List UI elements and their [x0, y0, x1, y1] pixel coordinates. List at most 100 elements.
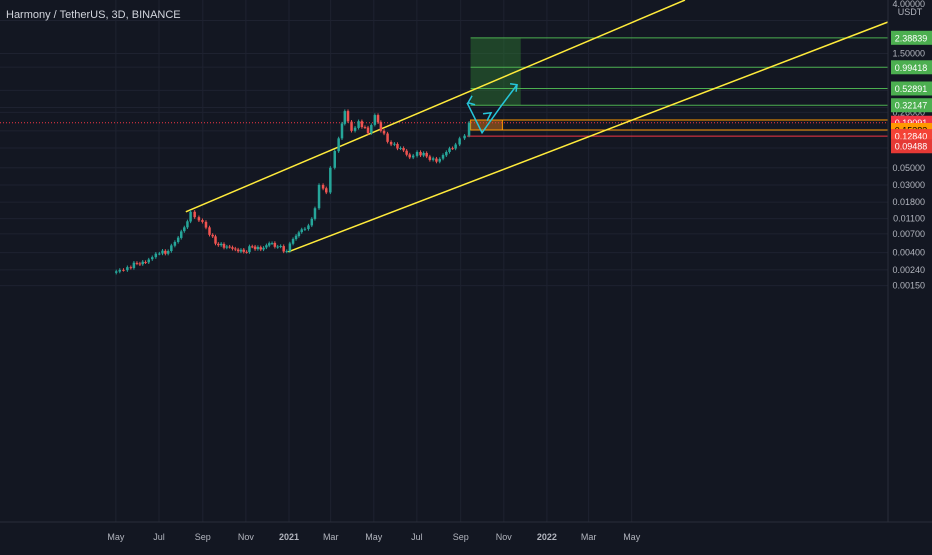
x-tick-label: Jul [411, 532, 423, 542]
candle-body [208, 227, 211, 235]
candle-body [448, 148, 451, 152]
x-tick-label: 2021 [279, 532, 299, 542]
candle-body [265, 245, 268, 248]
candle-body [161, 250, 164, 254]
candle-body [228, 246, 231, 248]
candle-body [201, 220, 204, 222]
candle-body [467, 122, 471, 136]
candle-body [411, 155, 415, 158]
candle-body [164, 250, 167, 254]
candle-body [144, 262, 147, 264]
candle-body [297, 232, 301, 237]
candle-body [141, 261, 144, 265]
candle-body [346, 111, 350, 122]
candle-body [259, 247, 262, 250]
candle-body [225, 246, 229, 248]
candle-body [310, 218, 314, 226]
candle-body [370, 125, 373, 134]
candle-body [173, 241, 177, 246]
y-tick-label: 0.01800 [892, 197, 925, 207]
x-tick-label: May [365, 532, 383, 542]
y-tick-label: 0.01100 [893, 214, 925, 224]
candle-body [405, 150, 408, 155]
candle-body [170, 245, 173, 252]
candle-body [357, 121, 360, 128]
candle-body [396, 143, 399, 149]
candle-body [270, 243, 274, 245]
candle-body [234, 248, 237, 250]
candle-body [114, 271, 118, 273]
candle-body [245, 251, 248, 253]
price-tag-label: 2.38839 [895, 33, 928, 43]
candle-body [353, 127, 357, 131]
candle-body [343, 111, 347, 124]
price-tag-label: 0.12840 [895, 132, 928, 142]
candle-body [151, 257, 154, 260]
candle-body [231, 247, 234, 249]
candle-body [183, 227, 186, 232]
candle-body [276, 246, 279, 248]
y-tick-label: 0.00700 [892, 229, 925, 239]
candle-body [389, 142, 393, 145]
candle-body [415, 151, 419, 156]
price-tag [891, 60, 932, 75]
candle-body [242, 249, 246, 252]
x-tick-label: 2022 [537, 532, 557, 542]
projection-arrow [466, 84, 518, 135]
candle-body [129, 267, 133, 269]
price-tag-label: 0.09488 [895, 142, 928, 152]
price-tag [891, 81, 932, 96]
candle-body [154, 253, 158, 258]
price-tag-label: 0.52891 [895, 84, 928, 94]
orange-zone [470, 119, 503, 131]
candle-body [425, 153, 428, 157]
x-tick-label: Sep [195, 532, 211, 542]
candle-body [214, 236, 217, 244]
candle-body [288, 243, 292, 252]
price-tag-label: 0.32147 [895, 101, 928, 111]
price-tag-label: 0.99418 [895, 63, 928, 73]
candle-body [138, 263, 142, 265]
candle-body [438, 158, 441, 162]
y-tick-label: 0.00240 [892, 265, 925, 275]
candle-body [422, 152, 425, 156]
candle-body [158, 253, 161, 255]
price-tag [891, 139, 932, 154]
candle-body [211, 234, 214, 237]
candle-body [189, 211, 192, 222]
candle-body [366, 127, 370, 134]
candle-body [325, 188, 328, 193]
candle-body [408, 154, 411, 158]
candle-body [337, 138, 340, 152]
candle-body [307, 225, 310, 230]
candle-body [179, 231, 183, 238]
candle-body [251, 246, 254, 248]
x-tick-label: Jul [153, 532, 165, 542]
channel-upper-line [185, 0, 686, 213]
candle-body [122, 269, 125, 271]
candle-body [376, 115, 380, 123]
candle-body [147, 259, 150, 263]
candle-body [333, 151, 337, 168]
candle-body [382, 130, 386, 134]
projection-arrow [482, 111, 493, 122]
candle-body [300, 229, 303, 233]
candle-body [262, 247, 265, 250]
candle-body [386, 133, 389, 142]
candle-body [463, 135, 466, 139]
candle-body [363, 127, 367, 129]
candle-body [303, 228, 307, 230]
candle-body [248, 246, 251, 253]
y-axis-unit: USDT [898, 7, 923, 17]
candle-body [340, 123, 344, 139]
y-tick-label: 0.26000 [892, 107, 925, 117]
x-tick-label: Mar [581, 532, 597, 542]
candle-body [419, 151, 422, 156]
x-tick-label: May [623, 532, 641, 542]
candle-body [267, 243, 271, 246]
candle-body [313, 208, 317, 219]
candle-body [350, 121, 353, 131]
candle-body [222, 244, 226, 248]
candle-body [197, 217, 201, 221]
